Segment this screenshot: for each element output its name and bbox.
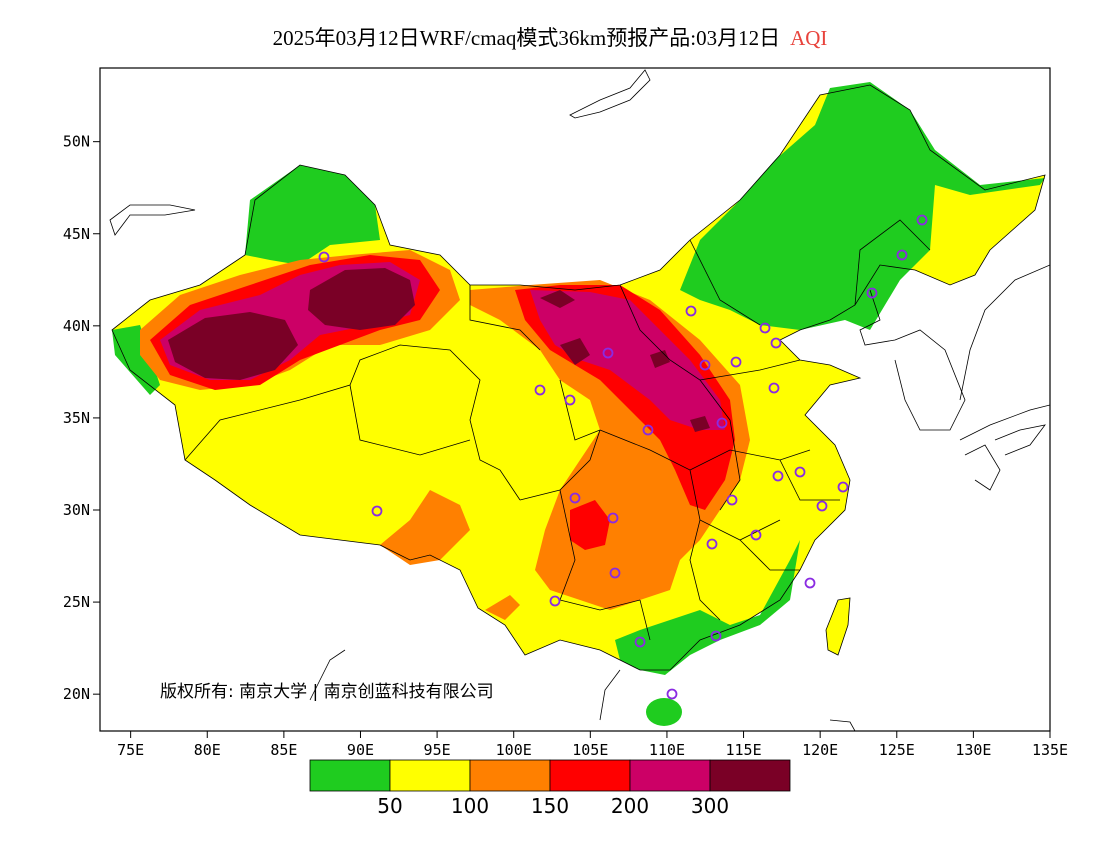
station-marker <box>730 356 742 368</box>
lat-tick-label: 50N <box>63 133 90 151</box>
legend-label: 100 <box>451 794 489 818</box>
station-marker <box>699 359 711 371</box>
lon-tick-label: 90E <box>347 741 374 759</box>
station-marker <box>607 512 619 524</box>
aqi-legend: 50 100 150 200 300 <box>309 759 791 818</box>
latitude-axis: 50N 45N 40N 35N 30N 25N 20N <box>63 133 100 703</box>
station-marker <box>634 636 646 648</box>
lon-tick-label: 75E <box>117 741 144 759</box>
neighbor-coastlines <box>109 69 1050 731</box>
map-title: 2025年03月12日WRF/cmaq模式36km预报产品:03月12日 AQI <box>0 22 1100 52</box>
title-variable: AQI <box>790 26 828 50</box>
station-marker <box>794 466 806 478</box>
station-marker <box>666 688 678 700</box>
station-marker <box>685 305 697 317</box>
lon-tick-label: 115E <box>725 741 761 759</box>
legend-label: 200 <box>611 794 649 818</box>
station-marker <box>706 538 718 550</box>
map-plot <box>109 69 1050 731</box>
lon-tick-label: 130E <box>955 741 991 759</box>
station-marker <box>642 424 654 436</box>
plot-frame <box>99 67 1051 732</box>
taiwan <box>825 597 851 656</box>
longitude-axis: 75E 80E 85E 90E 95E 100E 105E 110E 115E 120E 125E 1… <box>117 731 1068 759</box>
station-marker <box>804 577 816 589</box>
lon-tick-label: 125E <box>879 741 915 759</box>
green-regions <box>112 82 1045 726</box>
legend-swatch <box>709 759 791 792</box>
station-marker <box>602 347 614 359</box>
lat-tick-label: 20N <box>63 685 90 703</box>
lon-tick-label: 110E <box>649 741 685 759</box>
lon-tick-label: 80E <box>194 741 221 759</box>
station-marker <box>866 287 878 299</box>
lat-tick-label: 25N <box>63 593 90 611</box>
legend-swatch <box>629 759 711 792</box>
lon-tick-label: 105E <box>572 741 608 759</box>
lon-tick-label: 100E <box>496 741 532 759</box>
station-marker <box>896 249 908 261</box>
station-marker <box>710 630 722 642</box>
station-marker <box>770 337 782 349</box>
station-marker <box>916 214 928 226</box>
title-text: 2025年03月12日WRF/cmaq模式36km预报产品:03月12日 <box>272 26 781 50</box>
station-marker <box>816 500 828 512</box>
station-marker <box>371 505 383 517</box>
legend-label: 50 <box>377 794 402 818</box>
station-markers <box>318 214 928 700</box>
station-marker <box>534 384 546 396</box>
lat-tick-label: 30N <box>63 501 90 519</box>
legend-swatch <box>389 759 471 792</box>
copyright-credit: 版权所有: 南京大学 | 南京创蓝科技有限公司 <box>160 682 494 702</box>
lon-tick-label: 135E <box>1032 741 1068 759</box>
lon-tick-label: 95E <box>424 741 451 759</box>
station-marker <box>318 251 330 263</box>
station-marker <box>569 492 581 504</box>
station-marker <box>837 481 849 493</box>
lon-tick-label: 85E <box>270 741 297 759</box>
station-marker <box>549 595 561 607</box>
station-marker <box>716 417 728 429</box>
lat-tick-label: 35N <box>63 409 90 427</box>
station-marker <box>759 322 771 334</box>
legend-swatch <box>309 759 391 792</box>
lat-tick-label: 40N <box>63 317 90 335</box>
station-marker <box>609 567 621 579</box>
legend-swatch <box>469 759 551 792</box>
lat-tick-label: 45N <box>63 225 90 243</box>
station-marker <box>726 494 738 506</box>
station-marker <box>564 394 576 406</box>
station-marker <box>750 529 762 541</box>
lon-tick-label: 120E <box>802 741 838 759</box>
legend-label: 150 <box>531 794 569 818</box>
legend-swatch <box>549 759 631 792</box>
darkred-regions <box>168 268 710 432</box>
station-marker <box>768 382 780 394</box>
station-marker <box>772 470 784 482</box>
legend-label: 300 <box>691 794 729 818</box>
